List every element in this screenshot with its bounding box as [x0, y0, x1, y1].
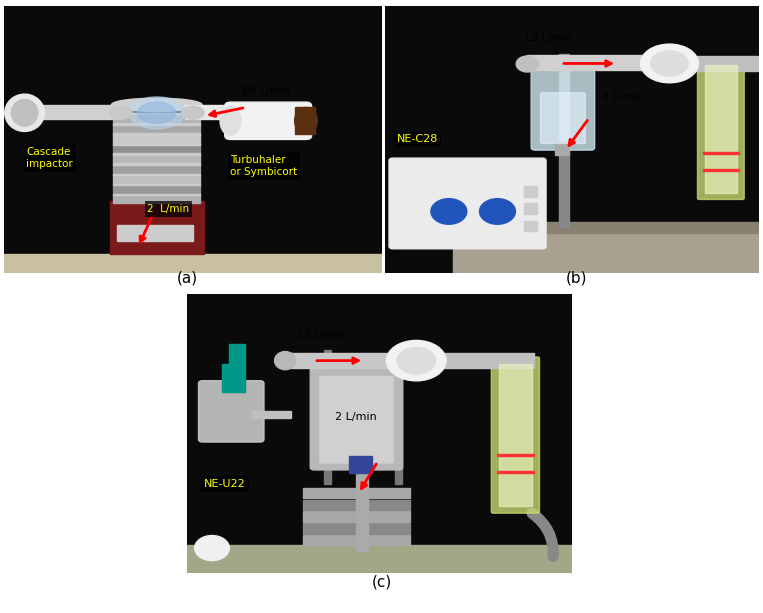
Circle shape	[195, 536, 230, 561]
Bar	[114, 194, 200, 204]
FancyBboxPatch shape	[531, 70, 594, 150]
Bar	[114, 133, 200, 135]
Ellipse shape	[110, 106, 132, 120]
Bar	[114, 113, 200, 123]
Bar	[114, 173, 200, 175]
Bar	[114, 184, 200, 185]
Bar	[114, 123, 200, 124]
Bar	[114, 174, 200, 183]
FancyBboxPatch shape	[697, 58, 744, 199]
Bar	[349, 456, 372, 473]
Bar	[114, 123, 200, 132]
Text: 2 L/min: 2 L/min	[335, 412, 377, 422]
FancyBboxPatch shape	[225, 102, 311, 139]
Text: 2 L/min: 2 L/min	[602, 92, 644, 102]
Ellipse shape	[651, 51, 688, 76]
Bar	[324, 350, 330, 484]
Bar	[118, 225, 192, 241]
Bar	[283, 353, 422, 368]
Bar	[114, 143, 200, 153]
Bar	[497, 454, 534, 456]
Bar	[523, 186, 536, 197]
Bar	[253, 411, 291, 418]
Ellipse shape	[295, 107, 317, 134]
Bar	[110, 201, 204, 254]
Text: NE-C28: NE-C28	[397, 134, 438, 145]
Bar	[221, 364, 245, 392]
Bar	[523, 221, 536, 232]
Bar	[114, 134, 200, 143]
FancyBboxPatch shape	[198, 381, 264, 442]
Text: Cascade
impactor: Cascade impactor	[27, 147, 73, 169]
Bar	[559, 54, 568, 227]
Ellipse shape	[397, 348, 436, 374]
Bar	[302, 500, 410, 510]
Ellipse shape	[182, 106, 204, 120]
Text: (a): (a)	[176, 270, 198, 285]
FancyBboxPatch shape	[320, 376, 393, 463]
FancyBboxPatch shape	[389, 158, 546, 249]
Bar	[452, 233, 759, 273]
Bar	[295, 107, 315, 134]
Bar	[114, 113, 200, 115]
Text: NE-U22: NE-U22	[204, 479, 246, 489]
Ellipse shape	[275, 352, 296, 370]
Bar	[703, 152, 739, 154]
Text: 13 L/min: 13 L/min	[523, 33, 572, 43]
Bar	[705, 65, 737, 192]
Bar	[356, 462, 368, 551]
Ellipse shape	[11, 99, 38, 126]
Bar	[114, 143, 200, 145]
Ellipse shape	[138, 102, 175, 123]
Bar	[302, 511, 410, 522]
Bar	[497, 471, 534, 473]
Ellipse shape	[128, 97, 185, 129]
Bar	[703, 169, 739, 172]
Bar	[302, 535, 410, 546]
Bar	[441, 353, 534, 368]
Text: 2  L/min: 2 L/min	[147, 204, 189, 214]
Circle shape	[479, 199, 516, 224]
Ellipse shape	[386, 340, 446, 381]
Ellipse shape	[516, 56, 539, 72]
Bar	[527, 55, 669, 70]
Text: 60 L/min: 60 L/min	[242, 86, 291, 96]
FancyBboxPatch shape	[311, 367, 403, 470]
Ellipse shape	[640, 44, 698, 83]
Bar	[555, 142, 568, 156]
Bar	[692, 56, 759, 70]
Bar	[114, 164, 200, 165]
Bar	[187, 546, 572, 573]
Bar	[114, 164, 200, 173]
Ellipse shape	[111, 98, 202, 112]
Bar	[114, 154, 200, 163]
FancyBboxPatch shape	[540, 93, 585, 143]
Bar	[230, 345, 245, 364]
Bar	[395, 350, 402, 484]
Bar	[452, 222, 759, 233]
FancyArrowPatch shape	[532, 513, 553, 557]
Bar	[23, 105, 118, 120]
Circle shape	[431, 199, 467, 224]
Bar	[114, 194, 200, 196]
Bar	[523, 204, 536, 214]
Bar	[302, 488, 410, 498]
Text: Turbuhaler
or Symbicort: Turbuhaler or Symbicort	[230, 155, 298, 177]
Ellipse shape	[5, 94, 44, 131]
Bar	[302, 523, 410, 533]
Bar	[114, 185, 200, 193]
Ellipse shape	[220, 106, 241, 135]
Bar	[499, 364, 532, 506]
FancyBboxPatch shape	[491, 357, 539, 513]
Bar	[114, 153, 200, 155]
Bar	[4, 254, 382, 273]
Text: (c): (c)	[372, 575, 391, 590]
Text: (b): (b)	[565, 270, 587, 285]
Bar	[185, 105, 242, 119]
Text: 13 L/min: 13 L/min	[297, 330, 346, 340]
